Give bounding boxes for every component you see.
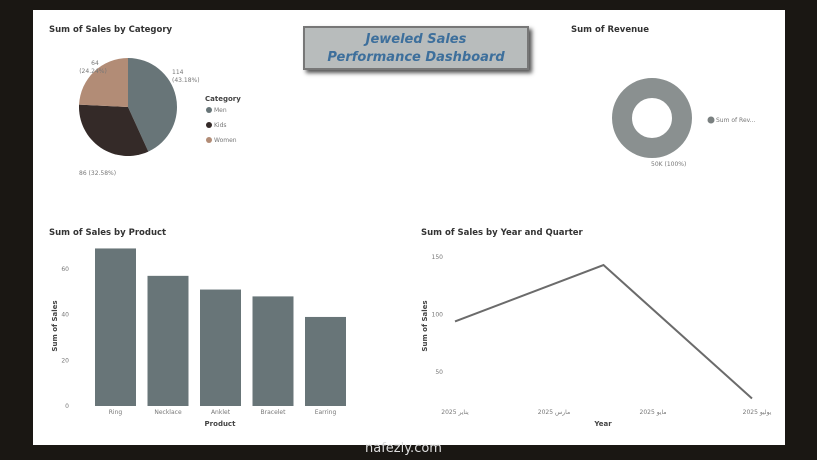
- line-series: [454, 263, 753, 400]
- y-axis-title: Sum of Sales: [421, 300, 429, 351]
- watermark: nafezly.com: [365, 441, 442, 456]
- bar-necklace: [147, 275, 189, 406]
- donut-title: Sum of Revenue: [571, 25, 649, 35]
- x-tick-label: مايو 2025: [640, 409, 667, 416]
- x-tick-label: يوليو 2025: [743, 409, 772, 416]
- donut-legend-item: Sum of Rev...: [716, 117, 756, 124]
- legend-marker: [206, 122, 212, 128]
- donut-ring: [612, 78, 692, 158]
- pie-data-label: 64: [91, 60, 99, 67]
- y-axis-title: Sum of Sales: [51, 300, 59, 351]
- y-tick-label: 20: [61, 357, 69, 364]
- dashboard-title: Jeweled Sales Performance Dashboard: [303, 26, 529, 70]
- x-tick-label: يناير 2025: [441, 409, 469, 416]
- legend-marker: [206, 137, 212, 143]
- x-tick-label: مارس 2025: [538, 409, 570, 416]
- pie-pct-label: (24.24%): [79, 68, 107, 75]
- bar-ring: [95, 248, 136, 406]
- x-tick-label: Anklet: [211, 409, 231, 416]
- legend-title: Category: [205, 95, 241, 103]
- y-tick-label: 100: [432, 312, 444, 319]
- legend-item: Kids: [214, 122, 227, 129]
- x-tick-label: Ring: [109, 409, 123, 416]
- x-tick-label: Necklace: [154, 409, 182, 416]
- bar-earring: [305, 316, 346, 406]
- legend-marker: [206, 107, 212, 113]
- x-tick-label: Bracelet: [261, 409, 287, 416]
- pie-slice-men: [128, 58, 177, 152]
- title-line-1: Jeweled Sales: [365, 32, 467, 47]
- x-axis-title: Product: [205, 420, 237, 428]
- x-tick-label: Earring: [315, 409, 337, 416]
- line-title: Sum of Sales by Year and Quarter: [421, 228, 583, 238]
- dashboard-canvas: Jeweled Sales Performance Dashboard Sum …: [33, 10, 785, 445]
- title-line-2: Performance Dashboard: [327, 50, 505, 65]
- x-axis-title: Year: [593, 420, 612, 428]
- donut-label: 50K (100%): [651, 161, 686, 168]
- y-tick-label: 40: [61, 312, 69, 319]
- bar-anklet: [200, 289, 241, 406]
- donut-legend-marker: [707, 116, 715, 124]
- bar-title: Sum of Sales by Product: [49, 228, 167, 238]
- y-tick-label: 0: [65, 403, 69, 410]
- pie-data-label: 114: [172, 69, 184, 76]
- pie-slice-kids: [79, 104, 149, 156]
- legend-item: Women: [214, 137, 237, 144]
- pie-title: Sum of Sales by Category: [49, 25, 173, 35]
- legend-item: Men: [214, 107, 227, 114]
- pie-pct-label: (43.18%): [172, 77, 200, 84]
- y-tick-label: 50: [435, 369, 443, 376]
- bar-bracelet: [252, 296, 294, 406]
- pie-slice-women: [79, 58, 128, 107]
- y-tick-label: 150: [432, 254, 444, 261]
- charts-svg: 114(43.18%) 86 (32.58%) 64(24.24%) Category…: [51, 58, 772, 428]
- pie-data-label: 86 (32.58%): [79, 170, 116, 177]
- y-tick-label: 60: [61, 266, 69, 273]
